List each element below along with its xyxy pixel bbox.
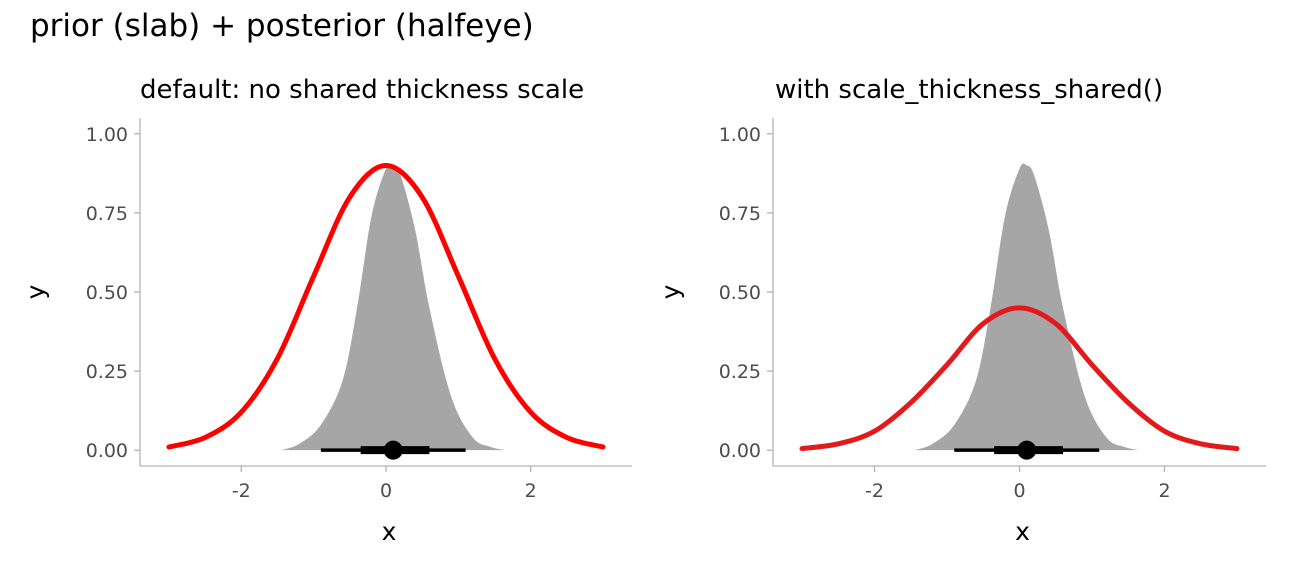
y-tick-label: 0.50 — [86, 282, 128, 304]
x-tick-label: 0 — [380, 480, 392, 502]
x-axis-label: x — [1015, 517, 1030, 546]
y-axis-label: y — [21, 284, 50, 299]
x-tick-label: 2 — [1158, 480, 1170, 502]
x-tick-label: -2 — [865, 480, 884, 502]
y-tick-label: 0.50 — [719, 282, 761, 304]
panel-1: default: no shared thickness scale 0.00 0.… — [21, 75, 632, 546]
y-tick-label: 1.00 — [86, 124, 128, 146]
y-tick-label: 0.75 — [86, 203, 128, 225]
y-tick-label: 0.00 — [86, 440, 128, 462]
x-tick-label: -2 — [232, 480, 251, 502]
posterior-halfeye-slab — [281, 163, 506, 451]
x-tick-label: 2 — [525, 480, 537, 502]
y-tick-label: 0.25 — [719, 361, 761, 383]
y-tick-label: 0.00 — [719, 440, 761, 462]
x-tick-label: 0 — [1013, 480, 1025, 502]
point-estimate — [1017, 440, 1037, 460]
y-tick-label: 0.75 — [719, 203, 761, 225]
panel-title: with scale_thickness_shared() — [775, 75, 1163, 105]
panel-title: default: no shared thickness scale — [140, 75, 584, 105]
prior-slab-line — [166, 162, 606, 450]
figure-title: prior (slab) + posterior (halfeye) — [30, 8, 534, 44]
prior-slab-line — [799, 305, 1240, 452]
x-axis-label: x — [382, 517, 397, 546]
y-tick-label: 0.25 — [86, 361, 128, 383]
y-tick-label: 1.00 — [719, 124, 761, 146]
point-estimate — [383, 440, 403, 460]
panel-2: with scale_thickness_shared() 0.00 0.25 0.5… — [656, 75, 1266, 546]
y-axis-label: y — [656, 284, 685, 299]
